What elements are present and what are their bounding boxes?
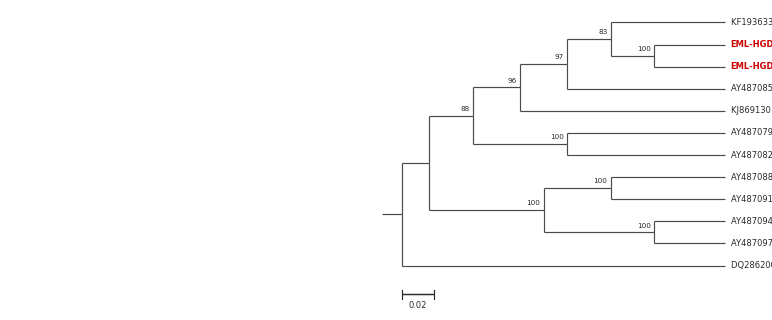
Text: EML-HGD05-2: EML-HGD05-2	[730, 62, 772, 71]
Text: 100: 100	[550, 134, 564, 140]
Text: 83: 83	[598, 29, 608, 35]
Text: AY487079: AY487079	[730, 128, 772, 138]
Text: 100: 100	[637, 223, 651, 228]
Text: AY487085: AY487085	[730, 84, 772, 93]
Text: AY487082: AY487082	[730, 150, 772, 160]
Text: 100: 100	[594, 178, 608, 184]
Text: KF193633: KF193633	[730, 18, 772, 27]
Text: KJ869130: KJ869130	[730, 106, 772, 115]
Text: 100: 100	[637, 46, 651, 52]
Text: 96: 96	[508, 77, 517, 84]
Text: 100: 100	[527, 201, 540, 206]
Text: 97: 97	[555, 54, 564, 60]
Text: AY487097: AY487097	[730, 239, 772, 248]
Text: EML-HGD05-1: EML-HGD05-1	[730, 40, 772, 49]
Text: AY487088: AY487088	[730, 173, 772, 182]
Text: AY487091: AY487091	[730, 195, 772, 204]
Text: 88: 88	[460, 106, 469, 112]
Text: AY487094: AY487094	[730, 217, 772, 226]
Text: 0.02: 0.02	[409, 301, 427, 310]
Text: DQ286200: DQ286200	[730, 261, 772, 270]
